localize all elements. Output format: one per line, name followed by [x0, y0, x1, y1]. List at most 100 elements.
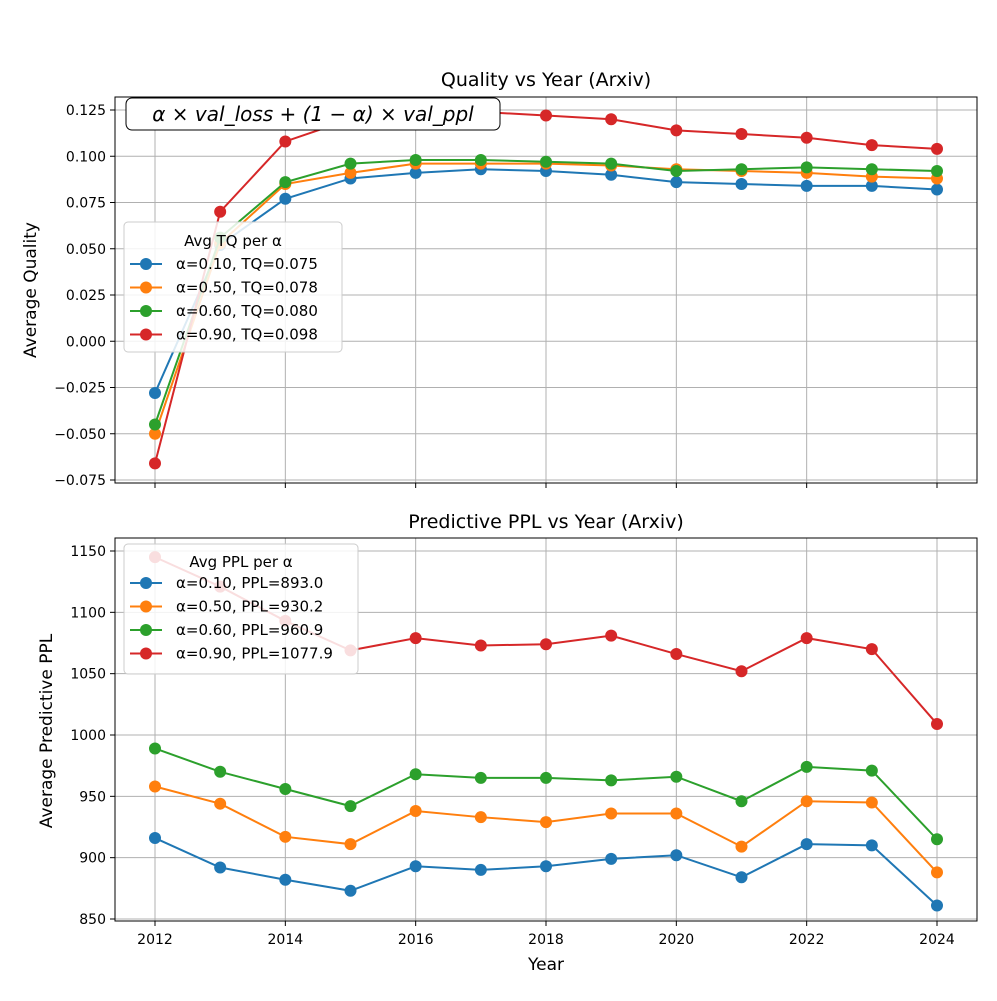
- ppl-legend-marker: [140, 647, 152, 660]
- ppl-y-tick-label: 900: [79, 851, 106, 867]
- quality-legend-item: α=0.90, TQ=0.098: [130, 326, 318, 344]
- ppl-data-point: [865, 796, 878, 809]
- quality-legend-label: α=0.50, TQ=0.078: [176, 279, 318, 297]
- quality-legend-label: α=0.60, TQ=0.080: [176, 302, 318, 320]
- ppl-data-point: [149, 742, 161, 755]
- ppl-legend: Avg PPL per α α=0.10, PPL=893.0 α=0.50, P…: [123, 543, 359, 675]
- ppl-y-axis-label: Average Predictive PPL: [37, 633, 57, 828]
- ppl-data-point: [474, 639, 487, 652]
- ppl-series-1: [149, 780, 943, 879]
- ppl-data-point: [605, 629, 618, 642]
- quality-legend-marker: [140, 281, 152, 294]
- quality-data-point: [931, 165, 943, 178]
- quality-y-tick-label: −0.025: [54, 381, 106, 397]
- ppl-data-point: [931, 833, 943, 846]
- ppl-data-point: [800, 795, 813, 808]
- ppl-data-point: [800, 632, 813, 645]
- quality-data-point: [931, 183, 943, 196]
- ppl-data-point: [865, 839, 878, 852]
- quality-data-point: [149, 387, 161, 400]
- ppl-data-point: [670, 648, 683, 661]
- quality-legend-marker: [140, 258, 152, 270]
- ppl-data-point: [735, 871, 748, 884]
- quality-data-point: [865, 179, 878, 192]
- ppl-data-point: [540, 771, 552, 784]
- ppl-data-point: [149, 780, 161, 793]
- quality-data-point: [670, 124, 683, 137]
- quality-data-point: [279, 176, 292, 189]
- ppl-data-point: [344, 838, 357, 851]
- ppl-legend-label: α=0.50, PPL=930.2: [176, 598, 323, 616]
- quality-y-tick-label: 0.075: [66, 196, 106, 212]
- formula-annotation-text: α × val_loss + (1 − α) × val_ppl: [152, 102, 474, 126]
- ppl-x-tick-label: 2022: [789, 932, 825, 948]
- ppl-data-point: [279, 873, 292, 886]
- ppl-chart-title: Predictive PPL vs Year (Arxiv): [408, 511, 684, 533]
- ppl-data-point: [474, 771, 487, 784]
- ppl-legend-marker: [140, 577, 152, 589]
- quality-x-ticks: [154, 483, 938, 488]
- quality-y-tick-label: −0.075: [54, 473, 106, 489]
- ppl-data-point: [214, 861, 227, 874]
- ppl-data-point: [670, 770, 683, 783]
- ppl-x-tick-label: 2020: [659, 932, 695, 948]
- ppl-y-tick-label: 1150: [70, 544, 106, 560]
- quality-legend-marker: [140, 328, 152, 341]
- ppl-y-ticks: 850 900 950 1000 1050 1100 1150: [70, 544, 115, 928]
- quality-legend-item: α=0.50, TQ=0.078: [130, 279, 318, 297]
- ppl-y-tick-label: 1000: [70, 728, 106, 744]
- quality-chart-title: Quality vs Year (Arxiv): [441, 69, 651, 91]
- ppl-x-tick-label: 2016: [398, 932, 434, 948]
- ppl-data-point: [279, 830, 292, 843]
- ppl-legend-item: α=0.90, PPL=1077.9: [130, 645, 333, 663]
- ppl-data-point: [474, 811, 487, 824]
- ppl-data-point: [605, 807, 618, 820]
- quality-data-point: [865, 139, 878, 152]
- quality-data-point: [149, 427, 161, 440]
- quality-data-point: [605, 157, 618, 170]
- ppl-data-point: [149, 832, 161, 845]
- quality-data-point: [149, 418, 161, 431]
- ppl-plot-frame: [114, 537, 978, 922]
- quality-legend-item: α=0.60, TQ=0.080: [130, 302, 318, 320]
- ppl-data-point: [409, 805, 422, 818]
- quality-data-point: [214, 205, 227, 218]
- quality-data-point: [931, 142, 943, 155]
- ppl-data-point: [540, 816, 552, 829]
- ppl-data-point: [474, 863, 487, 876]
- ppl-x-tick-label: 2012: [137, 932, 173, 948]
- ppl-data-point: [409, 860, 422, 873]
- ppl-data-point: [865, 643, 878, 656]
- ppl-data-point: [800, 838, 813, 851]
- quality-y-tick-label: 0.100: [66, 149, 106, 165]
- quality-data-point: [800, 179, 813, 192]
- quality-y-tick-label: 0.000: [66, 334, 106, 350]
- quality-chart: Quality vs Year (Arxiv) −0.075 −0.050 −0.0…: [21, 69, 978, 489]
- ppl-x-ticks: 2012 2014 2016 2018 2020 2022 2024: [137, 921, 955, 948]
- ppl-legend-title: Avg PPL per α: [189, 553, 292, 571]
- ppl-data-point: [214, 765, 227, 778]
- ppl-x-axis-label: Year: [527, 955, 564, 975]
- quality-data-point: [344, 157, 357, 170]
- ppl-x-tick-label: 2018: [528, 932, 564, 948]
- ppl-legend-label: α=0.60, PPL=960.9: [176, 621, 323, 639]
- quality-legend-label: α=0.10, TQ=0.075: [176, 255, 318, 273]
- quality-data-point: [279, 135, 292, 148]
- ppl-data-point: [344, 800, 357, 813]
- quality-y-tick-label: 0.025: [66, 288, 106, 304]
- quality-y-ticks: −0.075 −0.050 −0.025 0.000 0.025 0.050 0.075 0.…: [54, 103, 115, 489]
- ppl-series-0: [149, 832, 943, 912]
- ppl-data-point: [735, 795, 748, 808]
- ppl-data-point: [735, 840, 748, 853]
- ppl-data-point: [409, 632, 422, 645]
- ppl-legend-marker: [140, 600, 152, 613]
- quality-legend-item: α=0.10, TQ=0.075: [130, 255, 318, 273]
- quality-legend-marker: [140, 305, 152, 317]
- quality-legend-title: Avg TQ per α: [184, 232, 282, 250]
- quality-data-point: [409, 153, 422, 166]
- ppl-data-point: [800, 760, 813, 773]
- quality-y-tick-label: −0.050: [54, 427, 106, 443]
- ppl-data-point: [735, 665, 748, 678]
- quality-data-point: [865, 163, 878, 176]
